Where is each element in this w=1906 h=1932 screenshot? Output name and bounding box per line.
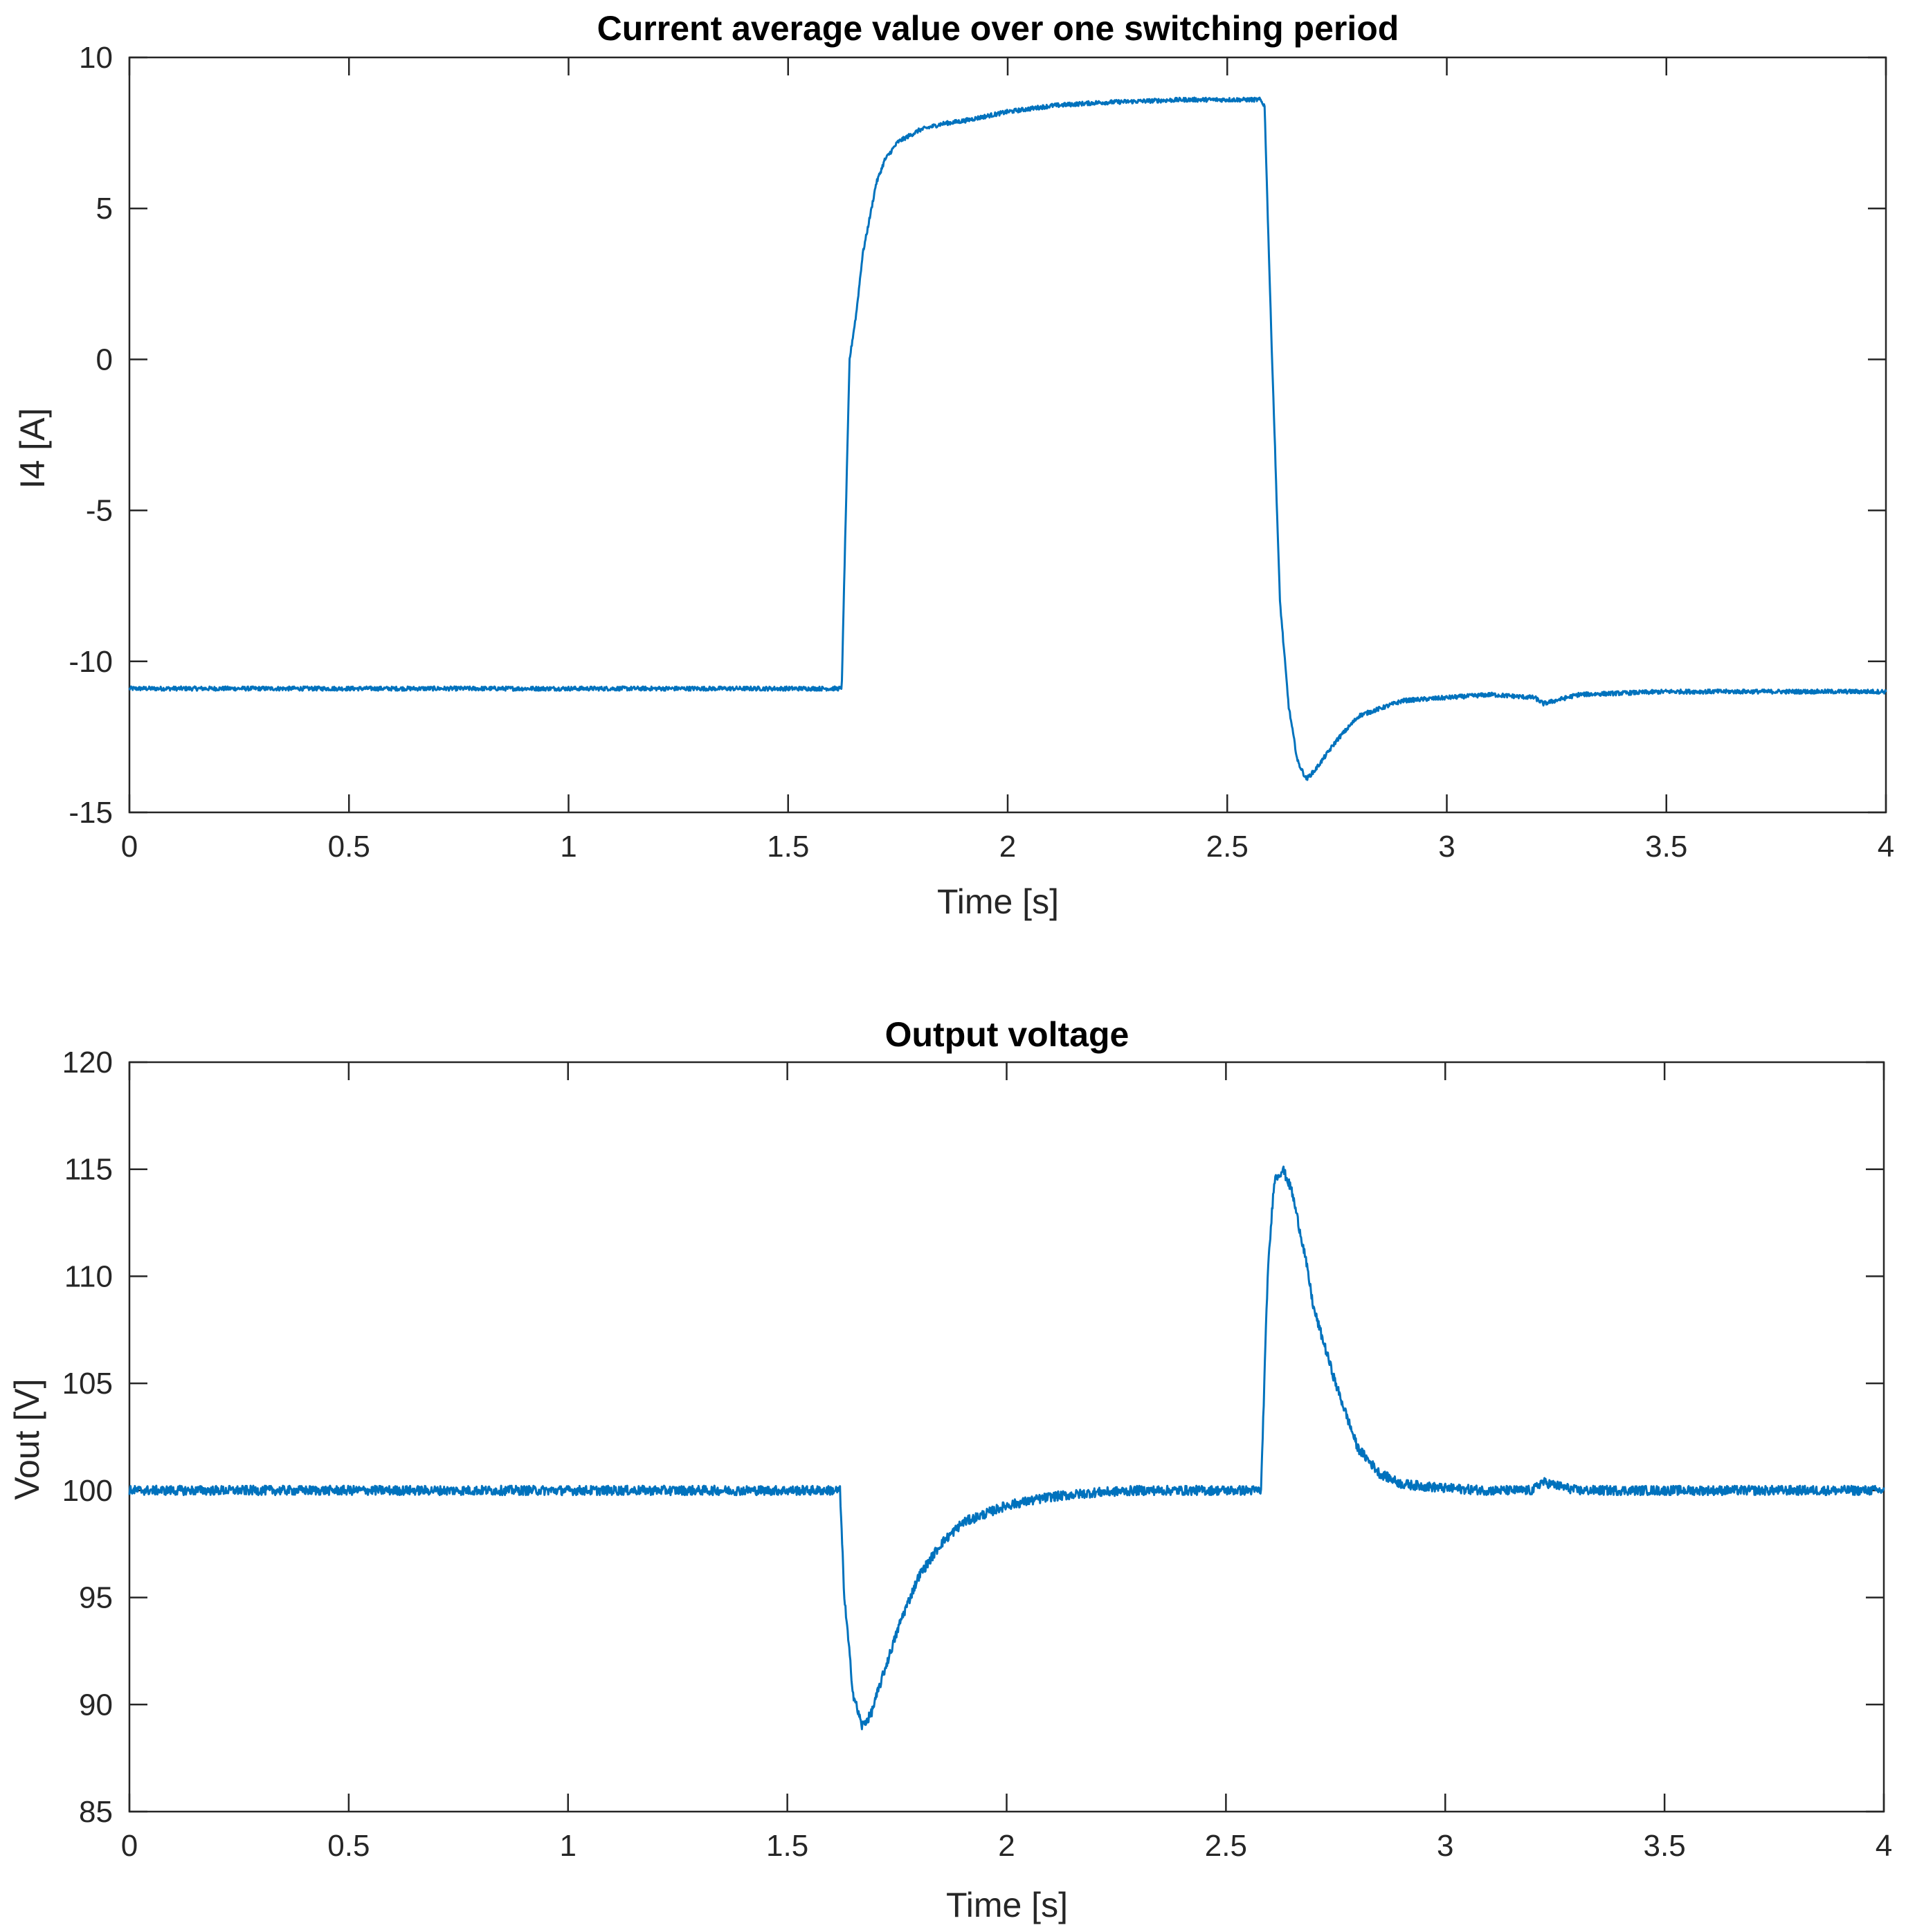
current-plot-xlabel: Time [s]: [937, 882, 1059, 921]
voltage-ytick-label: 120: [62, 1046, 113, 1079]
voltage-xtick-label: 1.5: [766, 1829, 808, 1863]
voltage-ytick-label: 95: [79, 1581, 113, 1615]
current-ytick-label: -15: [69, 796, 113, 830]
voltage-plot-ticks: 0 0.5 1 1.5 2 2.5 3 3.5 4 85 90 95 100 105 110 115 120: [62, 1046, 1893, 1863]
current-trace: [128, 96, 1887, 781]
voltage-plot-title: Output voltage: [885, 1015, 1129, 1054]
current-xtick-label: 4: [1878, 830, 1894, 864]
voltage-ytick-label: 85: [79, 1795, 113, 1829]
current-ytick-label: 0: [96, 343, 113, 376]
current-xtick-label: 3: [1438, 830, 1455, 864]
voltage-xtick-label: 0: [121, 1829, 138, 1863]
voltage-xtick-label: 3: [1437, 1829, 1453, 1863]
voltage-plot-ylabel: Vout [V]: [8, 1378, 46, 1500]
voltage-ytick-label: 90: [79, 1688, 113, 1722]
voltage-ytick-label: 110: [64, 1259, 113, 1293]
voltage-xtick-label: 4: [1876, 1829, 1892, 1863]
current-plot: Current average value over one switching…: [13, 9, 1894, 921]
current-xtick-label: 2: [999, 830, 1016, 864]
current-xtick-label: 3.5: [1645, 830, 1687, 864]
current-xtick-label: 1.5: [767, 830, 809, 864]
voltage-ytick-label: 100: [62, 1474, 113, 1508]
voltage-ytick-label: 115: [64, 1153, 113, 1187]
voltage-xtick-label: 1: [560, 1829, 577, 1863]
voltage-ytick-label: 105: [62, 1367, 113, 1401]
current-plot-ticks: 0 0.5 1 1.5 2 2.5 3 3.5 4 -15 -10 -5 0 5 10: [69, 41, 1894, 864]
current-plot-title: Current average value over one switching…: [597, 9, 1399, 48]
voltage-plot-axes: [128, 1061, 1885, 1813]
voltage-xtick-label: 0.5: [327, 1829, 370, 1863]
current-ytick-label: -5: [86, 494, 113, 528]
voltage-plot: Output voltage Time [s] Vout [V] 0 0.5 1 1.…: [8, 1015, 1892, 1924]
current-xtick-label: 0.5: [328, 830, 370, 864]
current-plot-ylabel: I4 [A]: [13, 408, 52, 489]
current-ytick-label: 5: [96, 192, 113, 226]
voltage-xtick-label: 2: [998, 1829, 1015, 1863]
current-ytick-label: 10: [79, 41, 113, 75]
current-xtick-label: 0: [121, 830, 138, 864]
current-xtick-label: 1: [560, 830, 577, 864]
current-xtick-label: 2.5: [1206, 830, 1249, 864]
voltage-xtick-label: 3.5: [1644, 1829, 1686, 1863]
current-ytick-label: -10: [69, 645, 113, 679]
voltage-xtick-label: 2.5: [1205, 1829, 1247, 1863]
current-plot-axes: [128, 56, 1887, 814]
voltage-trace: [128, 1165, 1885, 1731]
voltage-plot-xlabel: Time [s]: [946, 1886, 1068, 1924]
